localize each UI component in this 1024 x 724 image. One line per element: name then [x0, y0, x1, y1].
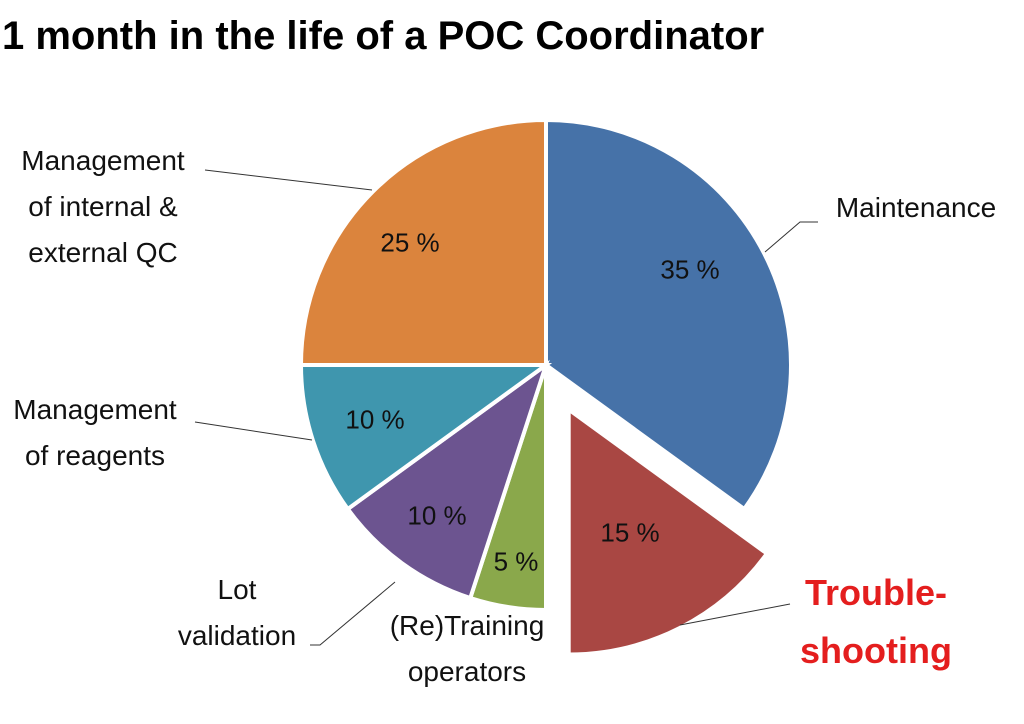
pie-slice [344, 359, 550, 601]
value-label: 10 % [407, 500, 467, 531]
pie-slice [298, 117, 548, 367]
leader-line [679, 603, 791, 626]
leader-line [764, 221, 818, 253]
leader-line [204, 169, 373, 191]
slice-label: Management of reagents [13, 394, 177, 471]
slice-label: Management of internal & external QC [21, 145, 185, 268]
pie-slice [566, 405, 770, 657]
slice-label: Maintenance [835, 192, 997, 223]
value-label: 15 % [600, 517, 660, 548]
slice-label: Trouble- shooting [800, 572, 952, 671]
slice-label: Lot validation [177, 574, 297, 651]
slice-label: (Re)Training operators [389, 610, 545, 687]
value-label: 5 % [493, 546, 539, 577]
value-label: 10 % [345, 404, 405, 435]
leader-line [194, 421, 313, 441]
leader-line [310, 581, 396, 646]
value-label: 35 % [660, 254, 720, 285]
pie-slice [544, 117, 793, 512]
chart-title: 1 month in the life of a POC Coordinator [2, 14, 765, 58]
pie-slice [298, 363, 553, 512]
value-label: 25 % [380, 227, 440, 258]
